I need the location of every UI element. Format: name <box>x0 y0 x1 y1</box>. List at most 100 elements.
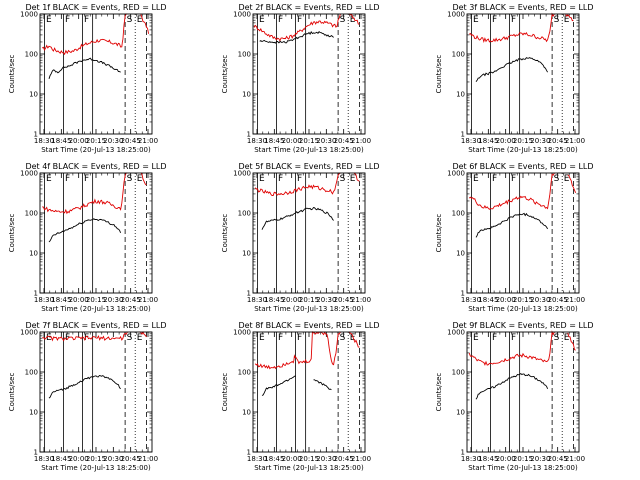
x-tick-label: 21:00 <box>565 455 585 463</box>
x-tick-label: 20:45 <box>121 455 141 463</box>
event-marker-label: E <box>46 15 52 25</box>
y-tick-label: 10 <box>456 91 465 99</box>
event-marker-label: F <box>297 333 302 343</box>
plot-frame <box>466 172 580 294</box>
x-tick-label: 20:45 <box>334 137 354 145</box>
event-marker-label: F <box>65 15 70 25</box>
event-marker-label: S <box>340 15 346 25</box>
y-tick-label: 1000 <box>447 170 465 178</box>
x-tick-label: 20:30 <box>530 455 550 463</box>
x-axis-label: Start Time (20-Jul-13 18:25:00) <box>41 464 151 472</box>
event-marker-label: F <box>65 174 70 184</box>
events-series-line <box>48 57 121 79</box>
event-marker-label: S <box>340 174 346 184</box>
y-axis-label: Counts/sec <box>435 55 443 94</box>
events-series-line <box>475 57 548 82</box>
plot-frame <box>466 331 580 453</box>
x-tick-label: 20:30 <box>316 455 336 463</box>
chart-title: Det 2f BLACK = Events, RED = LLD <box>238 3 379 12</box>
events-series-line <box>48 218 122 243</box>
event-marker-label: E <box>473 15 479 25</box>
y-tick-label: 1 <box>34 290 38 298</box>
events-series-line <box>261 375 296 396</box>
y-tick-label: 10 <box>242 409 251 417</box>
y-axis-label: Counts/sec <box>435 214 443 253</box>
x-tick-label: 18:30 <box>34 137 54 145</box>
x-tick-label: 20:15 <box>86 296 106 304</box>
chart-panel-5: Det 5f BLACK = Events, RED = LLD Counts/s… <box>221 162 380 313</box>
lld-series-line <box>349 13 360 25</box>
event-marker-label: F <box>297 174 302 184</box>
event-marker-label: S <box>554 333 560 343</box>
lld-series-line <box>42 331 128 342</box>
x-tick-label: 20:15 <box>299 455 319 463</box>
lld-series-line <box>42 172 128 215</box>
x-axis-label: Start Time (20-Jul-13 18:25:00) <box>254 464 364 472</box>
chart-title: Det 1f BLACK = Events, RED = LLD <box>25 3 166 12</box>
x-tick-label: 18:30 <box>247 137 267 145</box>
x-tick-label: 18:45 <box>264 137 284 145</box>
event-marker-label: F <box>278 333 283 343</box>
event-marker-label: S <box>554 174 560 184</box>
lld-series-line <box>140 13 150 34</box>
lld-series-line <box>253 13 341 42</box>
lld-series-line <box>254 331 341 370</box>
x-tick-label: 20:00 <box>69 455 89 463</box>
chart-title: Det 5f BLACK = Events, RED = LLD <box>238 162 379 171</box>
x-tick-label: 20:00 <box>282 137 302 145</box>
event-marker-label: E <box>564 15 570 25</box>
x-tick-label: 21:00 <box>351 455 371 463</box>
event-marker-label: E <box>259 15 265 25</box>
y-tick-label: 10 <box>29 250 38 258</box>
y-tick-label: 1000 <box>20 170 38 178</box>
event-marker-label: F <box>511 174 516 184</box>
y-tick-label: 100 <box>452 51 465 59</box>
y-tick-label: 1 <box>34 449 38 457</box>
event-marker-label: S <box>554 15 560 25</box>
y-tick-label: 100 <box>452 369 465 377</box>
x-tick-label: 20:00 <box>496 137 516 145</box>
chart-panel-7: Det 7f BLACK = Events, RED = LLD Counts/s… <box>8 321 167 472</box>
plot-frame <box>39 13 153 135</box>
x-tick-label: 21:00 <box>138 137 158 145</box>
chart-panel-9: Det 9f BLACK = Events, RED = LLD Counts/s… <box>435 321 594 472</box>
event-marker-label: F <box>492 333 497 343</box>
x-tick-label: 18:45 <box>264 296 284 304</box>
event-marker-label: E <box>350 174 356 184</box>
plot-frame <box>252 331 366 453</box>
event-marker-label: E <box>350 333 356 343</box>
plot-frame <box>39 172 153 294</box>
x-tick-label: 20:15 <box>513 296 533 304</box>
x-tick-label: 20:45 <box>548 137 568 145</box>
x-tick-label: 20:45 <box>121 296 141 304</box>
events-series-line <box>313 379 332 391</box>
x-tick-label: 18:45 <box>478 296 498 304</box>
x-tick-label: 18:30 <box>34 455 54 463</box>
event-marker-label: S <box>127 174 133 184</box>
x-tick-label: 20:30 <box>103 455 123 463</box>
event-marker-label: F <box>297 15 302 25</box>
y-tick-label: 1000 <box>447 11 465 19</box>
event-marker-label: F <box>511 333 516 343</box>
y-tick-label: 1000 <box>233 170 251 178</box>
y-tick-label: 100 <box>25 51 38 59</box>
y-tick-label: 10 <box>242 250 251 258</box>
x-tick-label: 18:30 <box>461 455 481 463</box>
x-tick-label: 20:45 <box>121 137 141 145</box>
events-series-line <box>259 31 334 44</box>
x-tick-label: 20:00 <box>282 296 302 304</box>
event-marker-label: E <box>350 15 356 25</box>
x-tick-label: 20:15 <box>513 137 533 145</box>
chart-title: Det 3f BLACK = Events, RED = LLD <box>452 3 593 12</box>
y-tick-label: 1 <box>461 131 465 139</box>
x-axis-label: Start Time (20-Jul-13 18:25:00) <box>41 146 151 154</box>
y-axis-label: Counts/sec <box>8 55 16 94</box>
x-tick-label: 20:15 <box>299 137 319 145</box>
y-tick-label: 10 <box>29 409 38 417</box>
lld-series-line <box>565 13 574 22</box>
x-tick-label: 18:30 <box>461 137 481 145</box>
x-tick-label: 18:45 <box>264 455 284 463</box>
chart-title: Det 7f BLACK = Events, RED = LLD <box>25 321 166 330</box>
x-tick-label: 21:00 <box>565 296 585 304</box>
